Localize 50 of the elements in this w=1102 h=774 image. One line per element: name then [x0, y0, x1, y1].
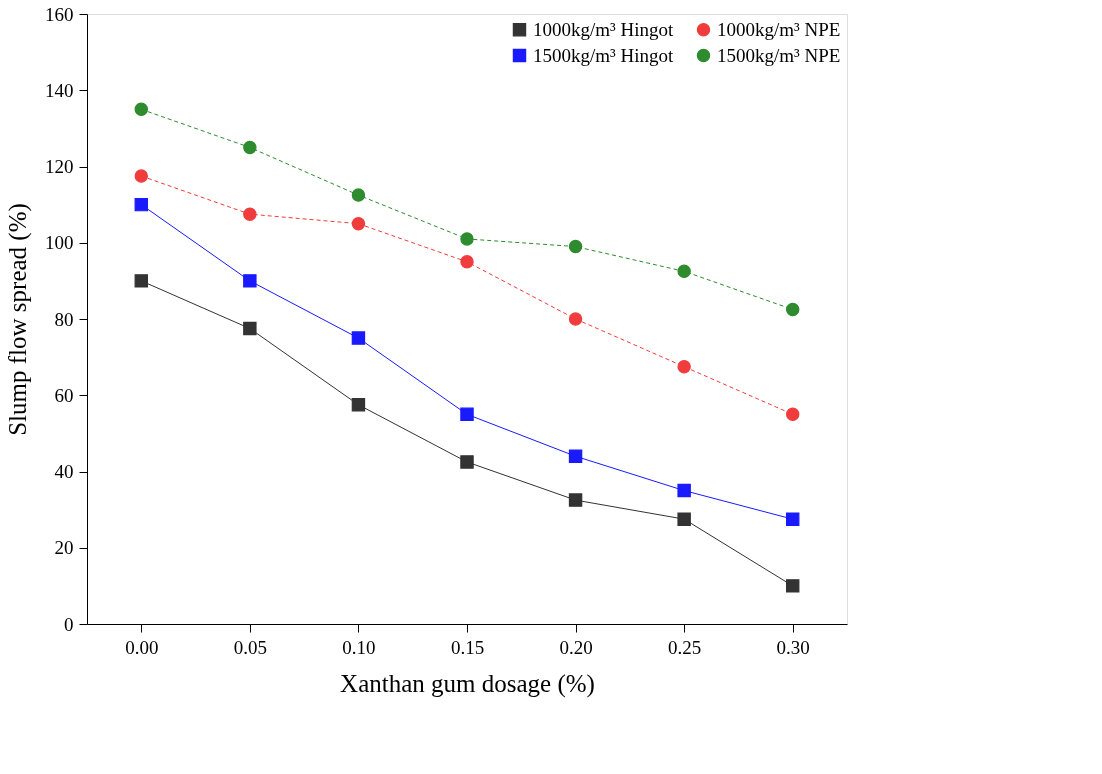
legend-label: 1500kg/m³ NPE: [717, 44, 841, 66]
y-tick-label: 100: [45, 232, 74, 254]
y-tick-label: 80: [54, 308, 74, 330]
point: [785, 512, 800, 526]
y-axis-title: Slump flow spread (%): [4, 203, 32, 436]
point: [568, 449, 583, 463]
point: [785, 579, 800, 593]
point: [677, 483, 691, 498]
point: [460, 455, 474, 469]
point: [677, 512, 691, 526]
point: [243, 207, 257, 221]
y-tick-label: 160: [45, 3, 74, 25]
point: [568, 312, 583, 326]
point: [243, 321, 257, 336]
x-tick-label: 0.25: [668, 636, 702, 658]
point: [134, 274, 149, 288]
point: [677, 264, 691, 279]
x-tick-label: 0.20: [559, 636, 593, 658]
x-tick-label: 0.15: [450, 636, 485, 658]
point: [785, 407, 800, 422]
point: [460, 232, 474, 246]
point: [351, 398, 366, 412]
x-axis-title: Xanthan gum dosage (%): [340, 669, 595, 698]
point: [243, 274, 257, 288]
legend-label: 1500kg/m³ Hingot: [533, 44, 674, 66]
x-tick-label: 0.00: [125, 636, 159, 658]
point: [134, 102, 149, 117]
point: [460, 407, 474, 422]
y-tick-label: 60: [54, 384, 74, 406]
point: [351, 216, 366, 231]
point: [351, 331, 366, 345]
point: [460, 255, 474, 269]
y-tick-label: 0: [64, 613, 74, 635]
legend-label: 1000kg/m³ Hingot: [533, 18, 674, 40]
y-tick-label: 140: [45, 79, 74, 101]
x-tick-label: 0.10: [342, 636, 376, 658]
point: [568, 239, 583, 254]
point: [785, 302, 800, 317]
x-tick-label: 0.30: [776, 636, 810, 658]
point: [134, 197, 149, 212]
y-tick-label: 40: [54, 461, 74, 482]
point: [568, 493, 583, 507]
legend-label: 1000kg/m³ NPE: [717, 18, 841, 40]
x-tick-label: 0.05: [233, 636, 267, 658]
point: [243, 140, 257, 155]
point: [677, 359, 691, 374]
y-tick-label: 20: [54, 537, 74, 559]
y-tick-label: 120: [45, 156, 74, 177]
point: [134, 169, 149, 183]
point: [351, 188, 366, 202]
